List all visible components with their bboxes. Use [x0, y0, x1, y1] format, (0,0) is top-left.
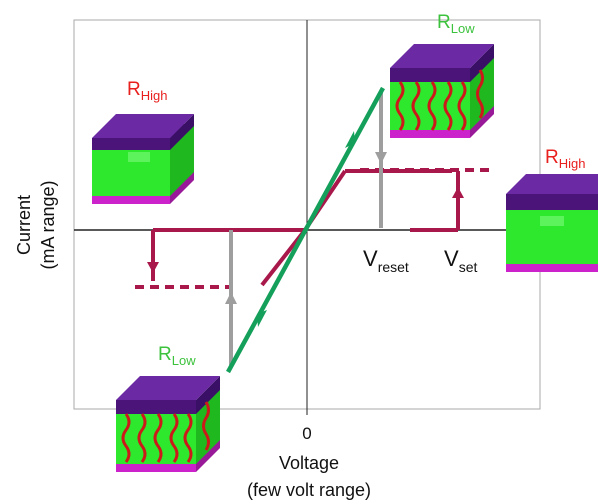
- y-axis-label-line2: (mA range): [38, 180, 58, 269]
- cell-high-right: [506, 174, 598, 272]
- r-low-top-label: RLow: [437, 12, 475, 36]
- low-resistance-line: [226, 86, 385, 374]
- r-high-right-label: RHigh: [545, 147, 585, 171]
- r-low-bottom-label: RLow: [158, 344, 196, 368]
- cell-low-bottom: [116, 376, 220, 472]
- v-reset-label: Vreset: [363, 246, 409, 275]
- y-axis-label-line1: Current: [14, 195, 34, 255]
- x-axis-label-line2: (few volt range): [247, 480, 371, 500]
- cell-low-top: [390, 44, 494, 138]
- x-axis-label-line1: Voltage: [279, 453, 339, 473]
- cell-high-left: [92, 114, 194, 204]
- arrow-gray-down: [375, 152, 387, 164]
- arrow-green-down: [257, 310, 267, 327]
- v-set-label: Vset: [444, 246, 477, 275]
- arrow-green-up: [345, 131, 355, 148]
- arrow-gray-up: [225, 292, 237, 304]
- arrow-up-right: [452, 187, 464, 198]
- origin-tick-label: 0: [302, 424, 311, 443]
- arrow-down-left: [147, 262, 159, 273]
- y-axis-label: Current (mA range): [14, 180, 58, 269]
- r-high-left-label: RHigh: [127, 79, 167, 103]
